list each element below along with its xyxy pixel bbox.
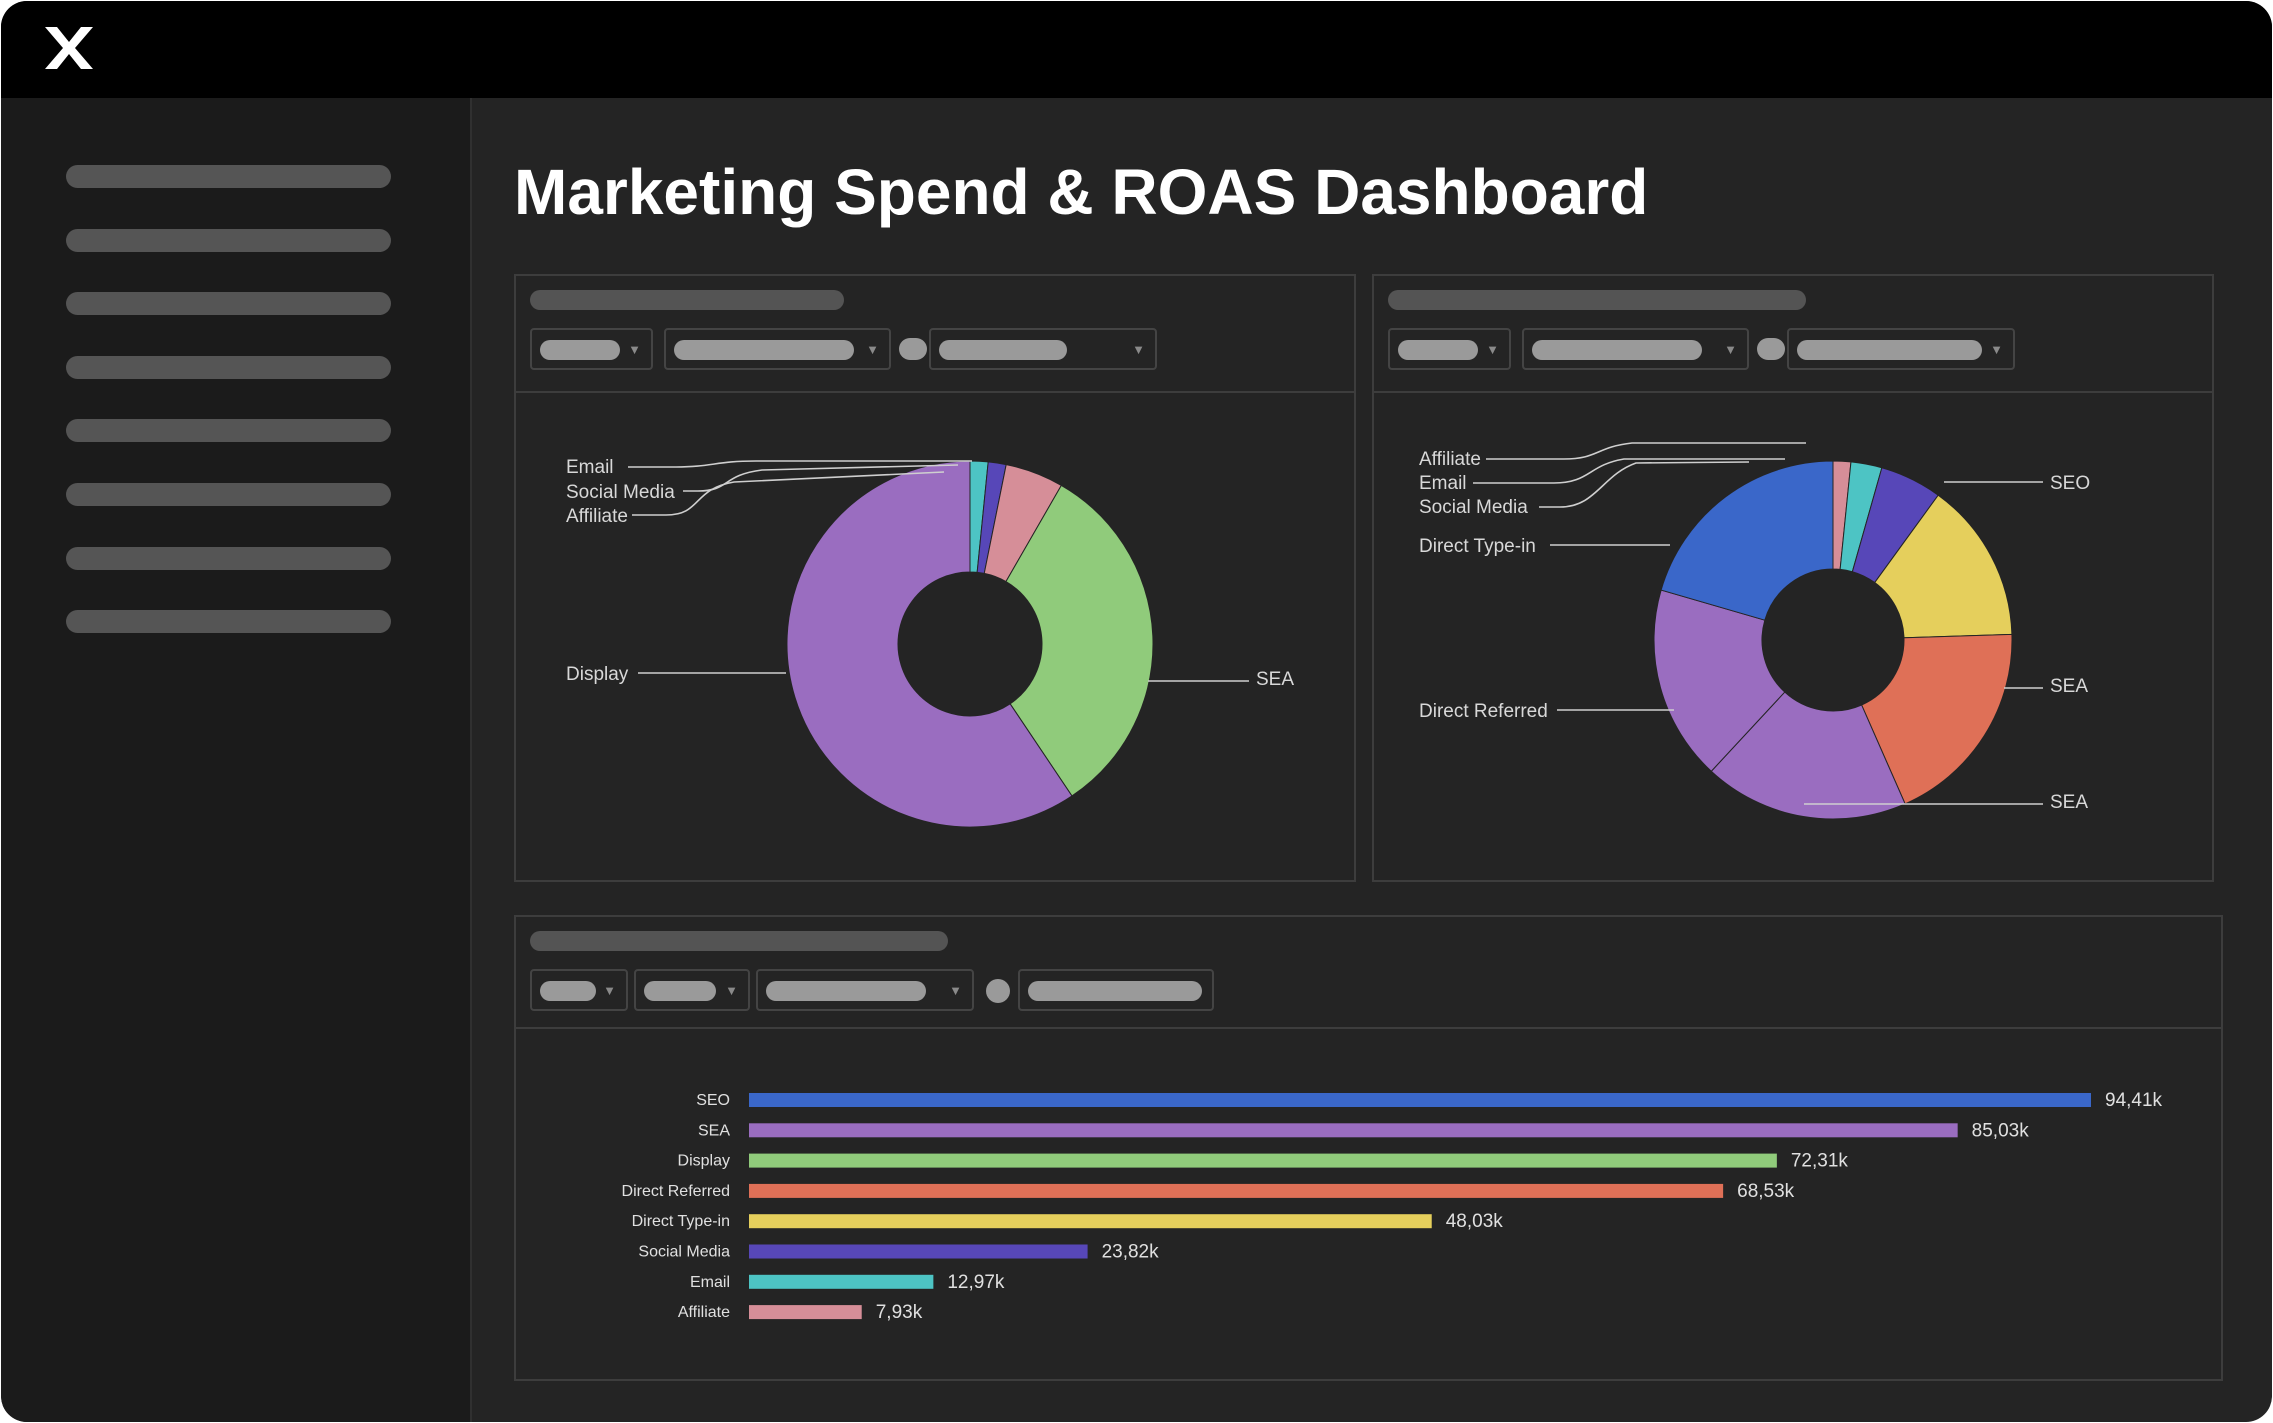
filter-dropdown-2[interactable]: ▼ [664,328,891,370]
filter-dropdown-2[interactable]: ▼ [1522,328,1749,370]
donut-chart-right: SEO SEA SEA Direct Referred Direct Type-in So… [1419,442,2090,820]
bar-value-label: 23,82k [1102,1242,1160,1263]
chevron-down-icon: ▼ [1724,342,1737,357]
chevron-down-icon: ▼ [1990,342,2003,357]
bar-value-label: 7,93k [876,1302,923,1323]
slice-label-seo: SEO [2050,473,2090,494]
page-title: Marketing Spend & ROAS Dashboard [514,156,1649,228]
chevron-down-icon: ▼ [949,983,962,998]
bar-category-label: SEA [698,1122,730,1139]
filter-dropdown-3[interactable]: ▼ [929,328,1157,370]
filter-dropdown-1[interactable]: ▼ [530,328,653,370]
donut-chart-left: SEA Display Affiliate Social Media Email [566,457,1294,828]
bar-value-label: 94,41k [2105,1090,2163,1111]
bar-value-label: 85,03k [1972,1120,2030,1141]
chevron-down-icon: ▼ [725,983,738,998]
panel-title-placeholder [530,931,948,951]
bar-value-label: 72,31k [1791,1151,1849,1172]
pie-slice-sea[interactable] [786,460,1073,828]
panel-title-placeholder [530,290,844,310]
slice-label-social-media: Social Media [1419,497,1528,518]
toggle-dot[interactable] [986,979,1010,1003]
leader-line [683,464,959,492]
leader-line [1539,461,1750,508]
pie-slice-sea[interactable] [1653,589,1786,772]
chevron-down-icon: ▼ [628,342,641,357]
pie-slice-sea[interactable] [1710,691,1906,820]
leader-line [632,471,945,516]
chevron-down-icon: ▼ [1132,342,1145,357]
slice-label-sea: SEA [2050,792,2088,813]
panel-header: ▼ ▼ ▼ [1374,276,2212,393]
bar-affiliate[interactable] [749,1305,862,1320]
pie-slice-direct-type-in[interactable] [1874,494,2013,639]
sidebar-item-3[interactable] [66,292,391,315]
panel-header: ▼ ▼ ▼ [516,276,1354,393]
bar-email[interactable] [749,1274,934,1289]
slice-label-sea: SEA [2050,676,2088,697]
sidebar-item-8[interactable] [66,610,391,633]
slice-label-sea: SEA [1256,669,1294,690]
toggle-dot[interactable] [899,338,927,360]
bar-direct-referred[interactable] [749,1183,1724,1198]
sidebar-item-4[interactable] [66,356,391,379]
panel-header: ▼ ▼ ▼ [516,917,2221,1029]
chevron-down-icon: ▼ [866,342,879,357]
slice-label-email: Email [1419,473,1467,494]
slice-label-direct-type-in: Direct Type-in [1419,536,1536,557]
filter-input[interactable] [1018,969,1214,1011]
bar-category-label: Social Media [638,1244,730,1261]
bar-category-label: Direct Type-in [632,1213,730,1230]
slice-label-affiliate: Affiliate [566,506,628,527]
leader-line [1473,458,1785,484]
slice-label-direct-referred: Direct Referred [1419,701,1548,722]
sidebar-item-7[interactable] [66,547,391,570]
bar-sea[interactable] [749,1123,1958,1138]
bar-value-label: 48,03k [1446,1211,1504,1232]
chevron-down-icon: ▼ [603,983,616,998]
bar-panel: ▼ ▼ ▼ SEO 94,41k SEA 85,03k Display 72,31k Dir… [514,915,2223,1381]
filter-dropdown-1[interactable]: ▼ [530,969,628,1011]
bar-direct-type-in[interactable] [749,1214,1432,1229]
bar-category-label: Email [690,1274,730,1291]
donut-panel-right: ▼ ▼ ▼ SEO SEA SEA Direct Referred Direct Typ… [1372,274,2214,882]
sidebar-item-5[interactable] [66,419,391,442]
leader-line [1486,442,1806,460]
bar-value-label: 12,97k [947,1272,1005,1293]
top-bar [1,1,2272,98]
bar-seo[interactable] [749,1093,2091,1107]
pie-slice-display[interactable] [1005,484,1154,797]
sidebar [1,98,472,1422]
slice-label-email: Email [566,457,614,478]
sidebar-item-2[interactable] [66,229,391,252]
donut-panel-left: ▼ ▼ ▼ SEA Display Affiliate Social Media Ema… [514,274,1356,882]
filter-dropdown-3[interactable]: ▼ [1787,328,2015,370]
slice-label-social-media: Social Media [566,482,675,503]
slice-label-affiliate: Affiliate [1419,449,1481,470]
bar-category-label: Direct Referred [622,1183,730,1200]
logo-icon [45,27,93,69]
filter-dropdown-3[interactable]: ▼ [756,969,974,1011]
bar-category-label: Affiliate [678,1304,730,1321]
pie-slice-seo[interactable] [1660,460,1834,621]
toggle-dot[interactable] [1757,338,1785,360]
pie-slice-direct-referred[interactable] [1860,633,2013,805]
filter-dropdown-2[interactable]: ▼ [634,969,750,1011]
sidebar-item-6[interactable] [66,483,391,506]
bar-category-label: Display [678,1153,730,1170]
chevron-down-icon: ▼ [1486,342,1499,357]
bar-chart: SEO 94,41k SEA 85,03k Display 72,31k Direct Re… [622,1090,2163,1323]
bar-social-media[interactable] [749,1244,1088,1259]
slice-label-display: Display [566,664,629,685]
sidebar-item-1[interactable] [66,165,391,188]
bar-category-label: SEO [696,1092,730,1109]
leader-line [628,460,972,468]
bar-value-label: 68,53k [1737,1181,1795,1202]
panel-title-placeholder [1388,290,1806,310]
bar-display[interactable] [749,1153,1777,1168]
filter-dropdown-1[interactable]: ▼ [1388,328,1511,370]
